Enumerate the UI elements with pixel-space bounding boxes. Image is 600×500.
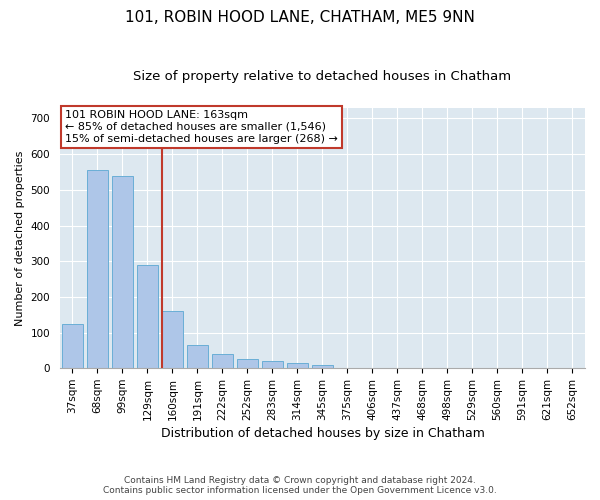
Title: Size of property relative to detached houses in Chatham: Size of property relative to detached ho… [133, 70, 512, 83]
Bar [162, 311, 183, 368]
Bar [312, 364, 333, 368]
Text: Contains HM Land Registry data © Crown copyright and database right 2024.
Contai: Contains HM Land Registry data © Crown c… [103, 476, 497, 495]
Bar [112, 176, 133, 368]
Text: 101 ROBIN HOOD LANE: 163sqm
← 85% of detached houses are smaller (1,546)
15% of : 101 ROBIN HOOD LANE: 163sqm ← 85% of det… [65, 110, 338, 144]
Bar [137, 264, 158, 368]
Text: 101, ROBIN HOOD LANE, CHATHAM, ME5 9NN: 101, ROBIN HOOD LANE, CHATHAM, ME5 9NN [125, 10, 475, 25]
Bar [287, 363, 308, 368]
Bar [87, 170, 108, 368]
Bar [262, 361, 283, 368]
Bar [212, 354, 233, 368]
Bar [62, 324, 83, 368]
Bar [237, 360, 258, 368]
X-axis label: Distribution of detached houses by size in Chatham: Distribution of detached houses by size … [161, 427, 484, 440]
Bar [187, 345, 208, 368]
Y-axis label: Number of detached properties: Number of detached properties [15, 150, 25, 326]
